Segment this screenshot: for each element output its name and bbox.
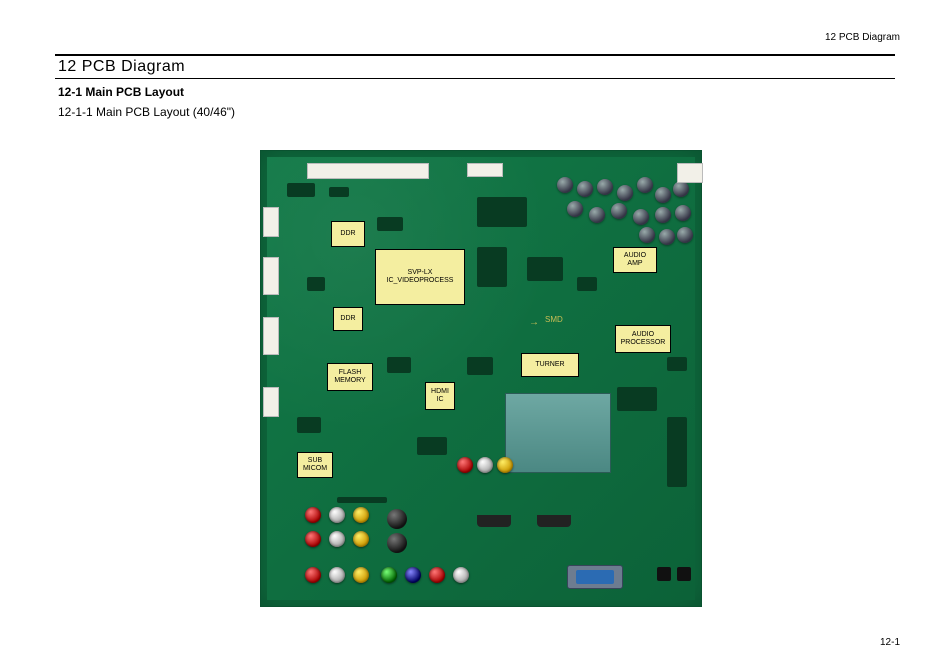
label-aamp: AUDIOAMP — [613, 247, 657, 273]
rca-jack — [405, 567, 421, 583]
label-line: AMP — [627, 260, 642, 268]
connector — [263, 317, 279, 355]
pcb-photo: → SMD DDR SVP-LXIC_VIDEOPROCESS DDR FLASHMEMO… — [260, 150, 702, 607]
tuner-shield — [505, 393, 611, 473]
hdmi-port — [537, 515, 571, 527]
rca-jack — [353, 531, 369, 547]
capacitor — [675, 205, 691, 221]
label-line: IC — [437, 396, 444, 404]
pcb-component — [287, 183, 315, 197]
label-line: DDR — [340, 315, 355, 323]
label-line: HDMI — [431, 388, 449, 396]
rca-jack — [477, 457, 493, 473]
rca-jack — [305, 567, 321, 583]
section-title: 12-1 Main PCB Layout — [58, 85, 184, 99]
label-line: AUDIO — [632, 331, 654, 339]
rca-jack — [353, 567, 369, 583]
label-ddr1: DDR — [331, 221, 365, 247]
label-line: PROCESSOR — [621, 339, 666, 347]
rca-jack — [329, 567, 345, 583]
label-sub: SUBMICOM — [297, 452, 333, 478]
label-aproc: AUDIOPROCESSOR — [615, 325, 671, 353]
subsection-title: 12-1-1 Main PCB Layout (40/46") — [58, 105, 235, 119]
vga-port — [567, 565, 623, 589]
header-right: 12 PCB Diagram — [825, 32, 900, 43]
pcb-component — [377, 217, 403, 231]
pcb-component — [337, 497, 387, 503]
label-line: SVP-LX — [408, 269, 433, 277]
rca-jack — [329, 531, 345, 547]
label-line: DDR — [340, 230, 355, 238]
capacitor — [639, 227, 655, 243]
rca-jack — [305, 507, 321, 523]
capacitor — [659, 229, 675, 245]
capacitor — [597, 179, 613, 195]
capacitor — [637, 177, 653, 193]
optical-port — [657, 567, 671, 581]
rca-jack — [381, 567, 397, 583]
rca-jack — [305, 531, 321, 547]
label-hdmiic: HDMIIC — [425, 382, 455, 410]
connector — [307, 163, 429, 179]
rule-top — [55, 54, 895, 56]
label-line: MEMORY — [334, 377, 365, 385]
capacitor — [617, 185, 633, 201]
pcb-inner: → SMD DDR SVP-LXIC_VIDEOPROCESS DDR FLASHMEMO… — [267, 157, 695, 600]
capacitor — [673, 181, 689, 197]
silk-smd-marker: → — [529, 317, 539, 328]
rca-jack — [457, 457, 473, 473]
chapter-title: 12 PCB Diagram — [58, 58, 185, 76]
rca-jack — [353, 507, 369, 523]
page-number: 12-1 — [880, 637, 900, 648]
capacitor — [611, 203, 627, 219]
pcb-component — [387, 357, 411, 373]
label-line: AUDIO — [624, 252, 646, 260]
pcb-component — [477, 247, 507, 287]
label-line: IC_VIDEOPROCESS — [387, 277, 454, 285]
pcb-component — [417, 437, 447, 455]
label-line: FLASH — [339, 369, 362, 377]
connector — [467, 163, 503, 177]
capacitor — [655, 187, 671, 203]
capacitor — [567, 201, 583, 217]
label-ddr2: DDR — [333, 307, 363, 331]
label-flash: FLASHMEMORY — [327, 363, 373, 391]
rca-jack — [453, 567, 469, 583]
rule-mid — [55, 78, 895, 79]
pcb-component — [307, 277, 325, 291]
pcb-component — [527, 257, 563, 281]
pcb-component — [467, 357, 493, 375]
capacitor — [557, 177, 573, 193]
connector — [677, 163, 703, 183]
pcb-component — [667, 357, 687, 371]
connector — [263, 207, 279, 237]
rca-jack — [329, 507, 345, 523]
rca-jack — [429, 567, 445, 583]
label-line: TURNER — [535, 361, 564, 369]
label-svp: SVP-LXIC_VIDEOPROCESS — [375, 249, 465, 305]
capacitor — [677, 227, 693, 243]
pcb-component — [329, 187, 349, 197]
pcb-component — [297, 417, 321, 433]
svideo-jack — [387, 509, 407, 529]
label-turner: TURNER — [521, 353, 579, 377]
hdmi-port — [477, 515, 511, 527]
pcb-component — [577, 277, 597, 291]
rca-jack — [497, 457, 513, 473]
connector — [263, 387, 279, 417]
optical-port — [677, 567, 691, 581]
capacitor — [655, 207, 671, 223]
pcb-component — [477, 197, 527, 227]
capacitor — [589, 207, 605, 223]
label-line: MICOM — [303, 465, 327, 473]
silk-smd-text: SMD — [545, 315, 563, 324]
label-line: SUB — [308, 457, 322, 465]
connector — [263, 257, 279, 295]
pcb-component — [667, 417, 687, 487]
pcb-component — [617, 387, 657, 411]
capacitor — [633, 209, 649, 225]
svideo-jack — [387, 533, 407, 553]
capacitor — [577, 181, 593, 197]
